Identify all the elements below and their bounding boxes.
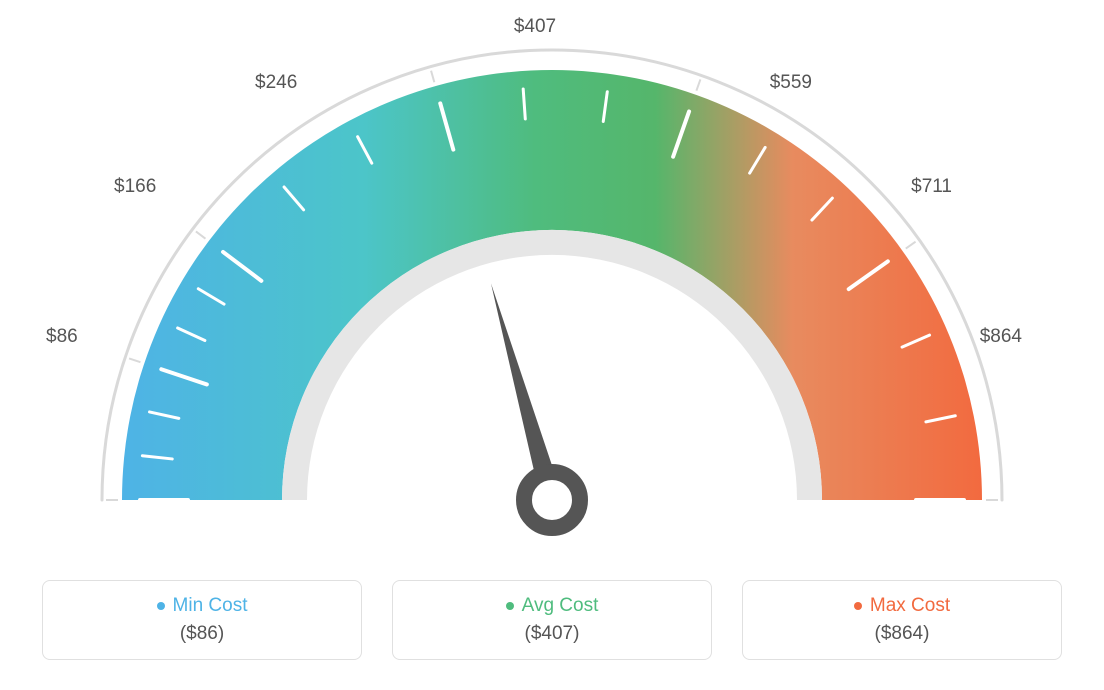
- gauge-svg: $86 $166 $246 $407 $559 $711 $864: [0, 0, 1104, 560]
- gauge-tick-label: $246: [255, 72, 297, 93]
- gauge-tick-label: $86: [46, 326, 78, 347]
- gauge-tick-label: $711: [911, 176, 952, 197]
- legend-label-avg: Avg Cost: [506, 595, 599, 617]
- gauge-tick-label: $166: [114, 176, 156, 197]
- legend-row: Min Cost ($86) Avg Cost ($407) Max Cost …: [0, 580, 1104, 660]
- legend-card-max: Max Cost ($864): [742, 580, 1062, 660]
- legend-card-avg: Avg Cost ($407): [392, 580, 712, 660]
- legend-value-avg: ($407): [393, 623, 711, 645]
- gauge-tick-label: $559: [770, 72, 812, 93]
- gauge-tick-label: $407: [514, 16, 556, 37]
- legend-label-min: Min Cost: [157, 595, 248, 617]
- gauge-tick-label: $864: [980, 326, 1023, 347]
- legend-card-min: Min Cost ($86): [42, 580, 362, 660]
- cost-gauge-chart: $86 $166 $246 $407 $559 $711 $864: [0, 0, 1104, 560]
- legend-value-max: ($864): [743, 623, 1061, 645]
- legend-label-max: Max Cost: [854, 595, 950, 617]
- legend-value-min: ($86): [43, 623, 361, 645]
